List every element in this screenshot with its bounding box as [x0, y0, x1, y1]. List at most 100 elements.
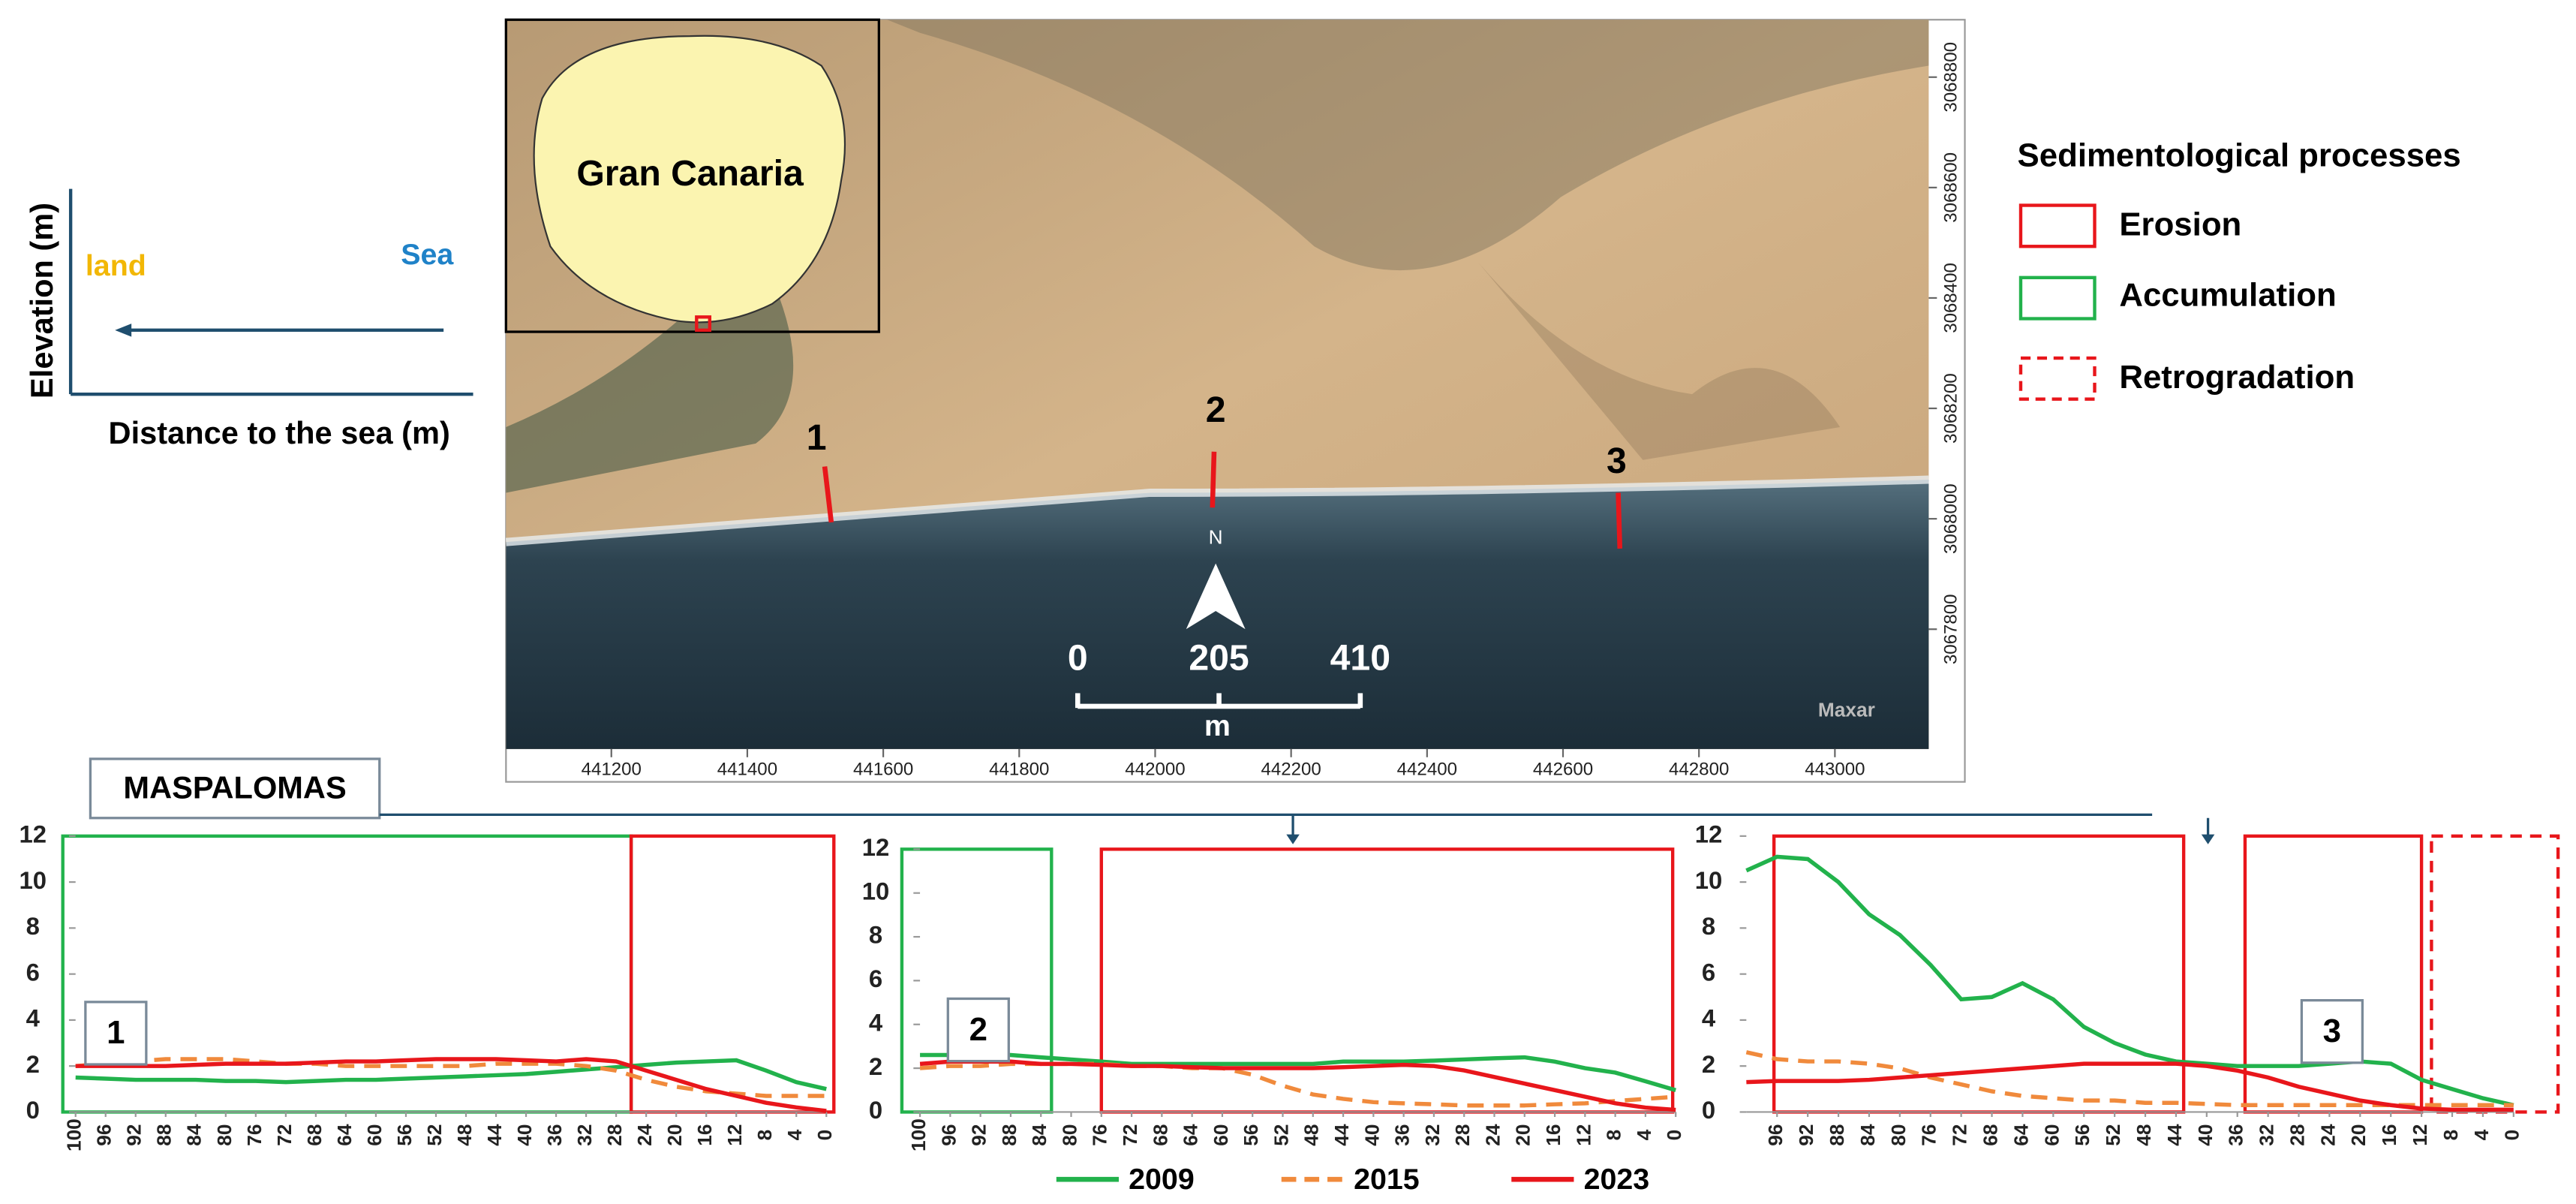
inset-frame	[504, 18, 880, 333]
y-tick-label: 6	[869, 965, 882, 992]
y-tick-label: 8	[26, 912, 40, 940]
island-label: Gran Canaria	[576, 153, 804, 194]
y-tick-label: 10	[20, 866, 47, 894]
series-line	[1746, 1061, 2514, 1112]
x-tick-label: 60	[2040, 1124, 2063, 1145]
x-tick-label: 48	[1300, 1124, 1323, 1145]
vegetation	[887, 20, 1929, 271]
x-tick-label: 80	[213, 1124, 236, 1145]
x-tick-label: 44	[1330, 1124, 1353, 1146]
x-tick-label: 56	[1240, 1124, 1262, 1145]
map-y-tick-label: 3067800	[1940, 594, 1961, 664]
y-tick-label: 12	[1695, 820, 1723, 848]
profile-label: 1	[107, 1014, 125, 1051]
map-y-tick-label: 3068000	[1940, 483, 1961, 554]
profile-line	[822, 466, 834, 523]
scale-label: 0	[1068, 637, 1088, 678]
process-zone	[1099, 847, 1675, 1114]
x-tick-label: 8	[753, 1130, 776, 1141]
y-tick-label: 0	[1702, 1096, 1715, 1124]
profile-line	[1210, 451, 1217, 508]
process-zone	[900, 847, 1054, 1114]
series-line	[1745, 854, 2514, 1107]
site: MASPALOMAS	[89, 757, 2215, 844]
process-zone	[629, 834, 836, 1114]
profile-label: 2	[1206, 390, 1226, 430]
x-tick-label: 60	[363, 1124, 386, 1145]
map-y-tick-label: 3068400	[1940, 263, 1961, 333]
y-tick-label: 2	[26, 1050, 40, 1078]
x-tick-label: 76	[1918, 1124, 1940, 1145]
map-x-tick-label: 442400	[1397, 760, 1457, 780]
island	[533, 35, 846, 324]
x-tick-label: 52	[1270, 1124, 1292, 1145]
x-tick-label: 64	[2009, 1124, 2032, 1146]
north-arrow	[1186, 563, 1246, 630]
x-tick-label: 16	[1542, 1124, 1565, 1145]
series-line	[75, 1057, 827, 1098]
y-tick-label: 2	[1702, 1050, 1715, 1078]
process-zone	[2430, 834, 2560, 1114]
process-zone	[2243, 834, 2424, 1114]
x-tick-label: 48	[2133, 1124, 2155, 1145]
profile-box	[2300, 999, 2364, 1064]
map-x-tick-label: 442600	[1533, 760, 1593, 780]
legend-item: Retrogradation	[2119, 359, 2355, 396]
series-line	[919, 1059, 1676, 1112]
map-x-tick-label: 442200	[1261, 760, 1321, 780]
dunes	[1478, 263, 1841, 460]
y-tick-label: 4	[1702, 1004, 1716, 1032]
map-y-tick-label: 3068200	[1940, 373, 1961, 444]
x-tick-label: 100	[907, 1118, 930, 1151]
x-tick-label: 8	[1603, 1130, 1625, 1141]
y-tick-label: 4	[26, 1004, 41, 1032]
x-tick-label: 88	[153, 1124, 176, 1145]
y-tick-label: 0	[869, 1096, 882, 1124]
x-tick-label: 80	[1887, 1124, 1910, 1145]
x-tick-label: 44	[2163, 1124, 2186, 1146]
legend-swatch	[2018, 275, 2097, 321]
x-tick-label: 4	[1633, 1129, 1655, 1140]
map-x-tick-label: 441200	[582, 760, 642, 780]
x-tick-label: 16	[2378, 1124, 2400, 1145]
y-tick-label: 6	[26, 958, 40, 986]
legend-swatch	[2018, 356, 2097, 401]
x-label: Distance to the sea (m)	[109, 415, 450, 450]
x-tick-label: 84	[1856, 1124, 1879, 1146]
legend-label: 2009	[1129, 1163, 1195, 1196]
schematic: Elevation (m) land Sea Distance to the s…	[24, 188, 473, 450]
legend-swatch	[2018, 203, 2097, 248]
map: Gran Canaria 1 2 3 N m Maxar	[504, 18, 1966, 783]
x-tick-label: 44	[483, 1124, 506, 1146]
x-tick-label: 72	[273, 1124, 296, 1145]
y-tick-label: 2	[869, 1052, 882, 1080]
arrow-head	[2201, 834, 2215, 844]
legend: Sedimentological processes Erosion Accum…	[2018, 137, 2461, 401]
x-tick-label: 4	[2470, 1129, 2493, 1140]
x-tick-label: 76	[243, 1124, 266, 1145]
x-tick-label: 28	[603, 1124, 626, 1145]
x-tick-label: 76	[1089, 1124, 1111, 1145]
x-tick-label: 92	[968, 1124, 990, 1145]
y-label: Elevation (m)	[24, 203, 59, 399]
x-tick-label: 24	[1481, 1124, 1504, 1146]
y-tick-label: 10	[862, 877, 890, 905]
x-tick-label: 92	[123, 1124, 146, 1145]
profile-label: 1	[807, 417, 827, 458]
x-tick-label: 28	[1451, 1124, 1474, 1145]
x-tick-label: 84	[183, 1124, 206, 1146]
series-line	[75, 1057, 827, 1113]
x-tick-label: 24	[633, 1124, 656, 1146]
profile-line	[1616, 492, 1623, 549]
series-line	[920, 1052, 1676, 1092]
sea-label: Sea	[401, 238, 454, 271]
map-x-tick-label: 441800	[989, 760, 1049, 780]
x-tick-label: 40	[2194, 1124, 2217, 1145]
x-tick-label: 16	[693, 1124, 716, 1145]
x-tick-label: 72	[1119, 1124, 1141, 1145]
x-tick-label: 96	[93, 1124, 116, 1145]
